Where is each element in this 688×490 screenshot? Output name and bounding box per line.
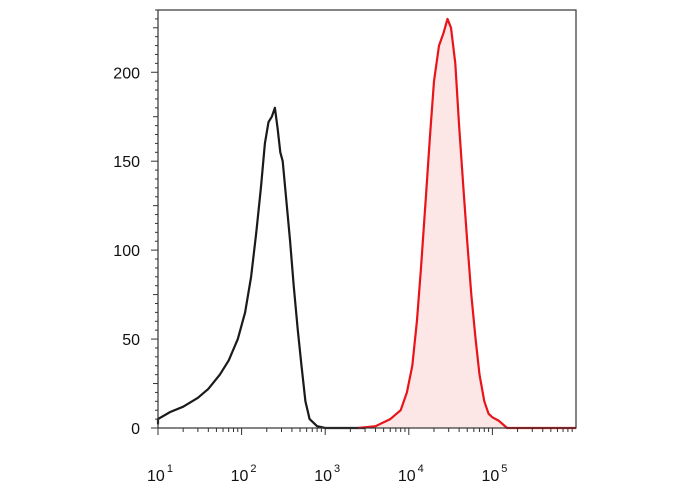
x-tick-label: 10 5: [481, 463, 507, 485]
y-tick-label: 0: [131, 421, 140, 438]
plot-frame: [157, 9, 577, 429]
series-layer: [156, 17, 576, 430]
x-tick-label: 10 2: [231, 463, 257, 485]
y-tick-label: 100: [113, 243, 140, 260]
y-tick-label: 50: [122, 332, 140, 349]
ticks-layer: [151, 9, 573, 435]
x-tick-label: 10 1: [147, 463, 173, 485]
series-2-fill: [358, 18, 576, 429]
series-1-line: [156, 106, 366, 430]
y-tick-label: 150: [113, 154, 140, 171]
y-tick-label: 200: [113, 65, 140, 82]
x-tick-label: 10 3: [314, 463, 340, 485]
series-2-line: [358, 17, 576, 430]
labels-layer: 0 50 100 150 200 10 1 10 2 10 3 10 4 10 5: [113, 65, 507, 485]
x-tick-label: 10 4: [398, 463, 424, 485]
